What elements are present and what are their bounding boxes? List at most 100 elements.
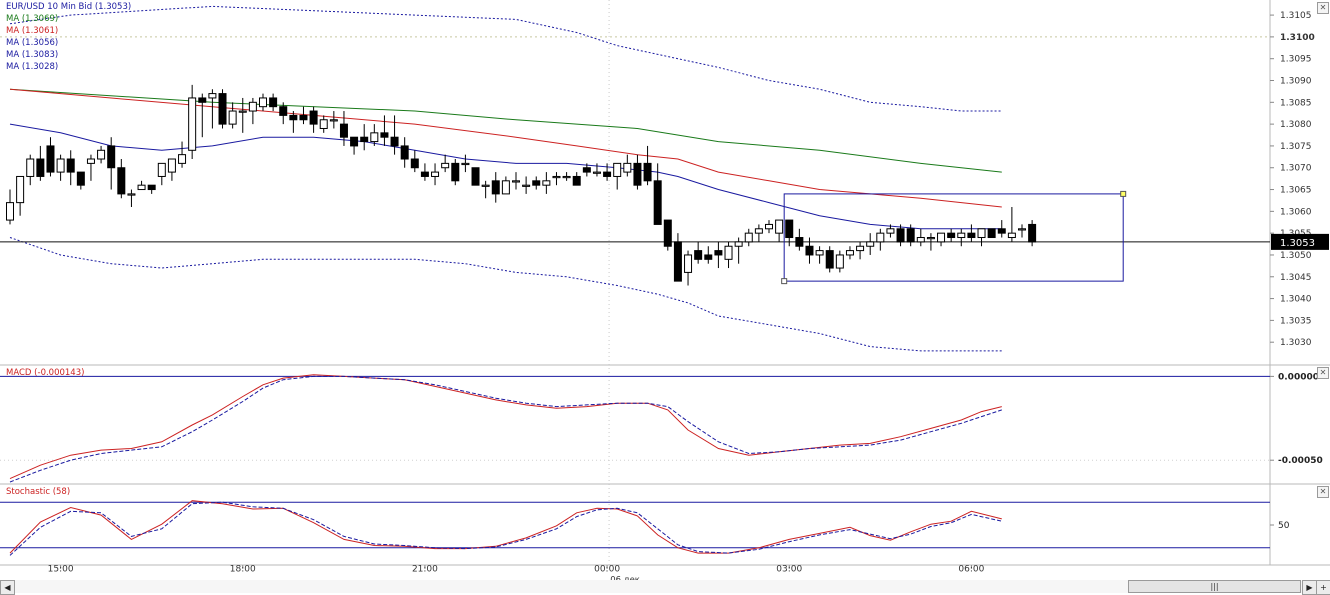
candle-body[interactable]	[198, 97, 207, 103]
candle-body[interactable]	[663, 219, 672, 247]
candle-body[interactable]	[714, 250, 723, 256]
zoom-icon[interactable]: +	[1316, 580, 1330, 595]
candle-body[interactable]	[248, 101, 257, 112]
candle-body[interactable]	[107, 145, 116, 169]
candle-body[interactable]	[1018, 228, 1026, 231]
candle-body[interactable]	[86, 158, 95, 164]
candle-body[interactable]	[643, 162, 652, 182]
candle-body[interactable]	[603, 171, 612, 177]
candle-body[interactable]	[795, 237, 804, 247]
candle-body[interactable]	[36, 158, 45, 177]
candle-body[interactable]	[400, 145, 409, 160]
candle-body[interactable]	[592, 171, 601, 174]
candle-body[interactable]	[916, 237, 925, 243]
candle-body[interactable]	[127, 193, 136, 196]
horizontal-scrollbar[interactable]	[14, 580, 1304, 593]
candle-body[interactable]	[876, 232, 885, 243]
candle-body[interactable]	[896, 228, 905, 243]
candle-body[interactable]	[926, 237, 935, 240]
candle-body[interactable]	[937, 232, 946, 243]
candle-body[interactable]	[481, 184, 490, 187]
candle-body[interactable]	[633, 162, 642, 186]
drawn-rectangle[interactable]	[783, 193, 1124, 282]
candle-body[interactable]	[97, 149, 106, 160]
candle-body[interactable]	[178, 154, 187, 164]
candle-body[interactable]	[279, 106, 288, 116]
candle-body[interactable]	[613, 162, 622, 177]
candle-body[interactable]	[451, 162, 460, 182]
candle-body[interactable]	[532, 180, 541, 186]
candle-body[interactable]	[987, 228, 996, 239]
candle-body[interactable]	[562, 175, 571, 179]
candle-body[interactable]	[704, 254, 713, 260]
candle-body[interactable]	[906, 228, 915, 243]
candle-body[interactable]	[46, 145, 55, 173]
candle-body[interactable]	[856, 245, 865, 252]
candle-body[interactable]	[410, 158, 419, 169]
rectangle-handle[interactable]	[1120, 190, 1127, 197]
candle-body[interactable]	[947, 232, 956, 239]
scroll-left-icon[interactable]: ◀	[0, 580, 15, 595]
candle-body[interactable]	[76, 171, 85, 186]
candle-body[interactable]	[56, 158, 65, 173]
scroll-thumb[interactable]: |||	[1128, 580, 1301, 593]
candle-body[interactable]	[360, 136, 369, 143]
candle-body[interactable]	[289, 114, 298, 121]
candle-body[interactable]	[218, 93, 227, 125]
candle-body[interactable]	[390, 136, 399, 147]
candle-body[interactable]	[957, 232, 966, 239]
candle-body[interactable]	[694, 250, 703, 260]
candle-body[interactable]	[66, 158, 75, 173]
candle-body[interactable]	[441, 162, 450, 169]
candle-body[interactable]	[542, 180, 551, 186]
candle-body[interactable]	[501, 180, 510, 195]
candle-body[interactable]	[673, 241, 682, 282]
candle-body[interactable]	[684, 254, 693, 273]
candle-body[interactable]	[137, 184, 146, 191]
candle-body[interactable]	[572, 175, 581, 186]
candle-body[interactable]	[380, 132, 389, 138]
candle-body[interactable]	[512, 180, 520, 183]
candle-body[interactable]	[1007, 232, 1016, 239]
candle-body[interactable]	[845, 250, 854, 256]
candle-body[interactable]	[269, 97, 278, 108]
candle-body[interactable]	[329, 119, 338, 122]
rectangle-handle[interactable]	[781, 278, 788, 285]
candle-body[interactable]	[582, 167, 591, 173]
annotations[interactable]	[781, 190, 1127, 285]
candle-body[interactable]	[653, 180, 662, 225]
candle-body[interactable]	[552, 175, 561, 179]
candle-body[interactable]	[26, 158, 35, 177]
candle-body[interactable]	[724, 245, 733, 260]
candle-body[interactable]	[825, 250, 834, 269]
candle-body[interactable]	[6, 202, 14, 221]
candle-body[interactable]	[1028, 223, 1037, 243]
candle-body[interactable]	[744, 232, 753, 243]
candle-body[interactable]	[117, 167, 126, 195]
candle-body[interactable]	[259, 97, 267, 108]
candle-body[interactable]	[997, 228, 1006, 234]
candle-body[interactable]	[805, 245, 814, 256]
candle-body[interactable]	[188, 97, 197, 151]
candle-body[interactable]	[775, 219, 784, 234]
candle-body[interactable]	[238, 110, 247, 113]
candle-body[interactable]	[228, 110, 237, 125]
candle-body[interactable]	[370, 132, 379, 143]
candle-body[interactable]	[491, 180, 500, 195]
candle-body[interactable]	[299, 114, 308, 121]
candle-body[interactable]	[522, 184, 531, 187]
candle-body[interactable]	[147, 184, 156, 191]
candle-body[interactable]	[866, 241, 875, 247]
candle-body[interactable]	[461, 162, 470, 166]
candlesticks[interactable]	[6, 84, 1037, 286]
candle-body[interactable]	[734, 241, 743, 247]
candle-body[interactable]	[350, 136, 359, 147]
close-stochastic-panel-icon[interactable]: ✕	[1317, 486, 1329, 498]
candle-body[interactable]	[319, 119, 328, 129]
close-macd-panel-icon[interactable]: ✕	[1317, 367, 1329, 379]
candle-body[interactable]	[16, 175, 25, 204]
candle-body[interactable]	[623, 162, 632, 173]
candle-body[interactable]	[157, 162, 166, 177]
candle-body[interactable]	[339, 123, 348, 138]
